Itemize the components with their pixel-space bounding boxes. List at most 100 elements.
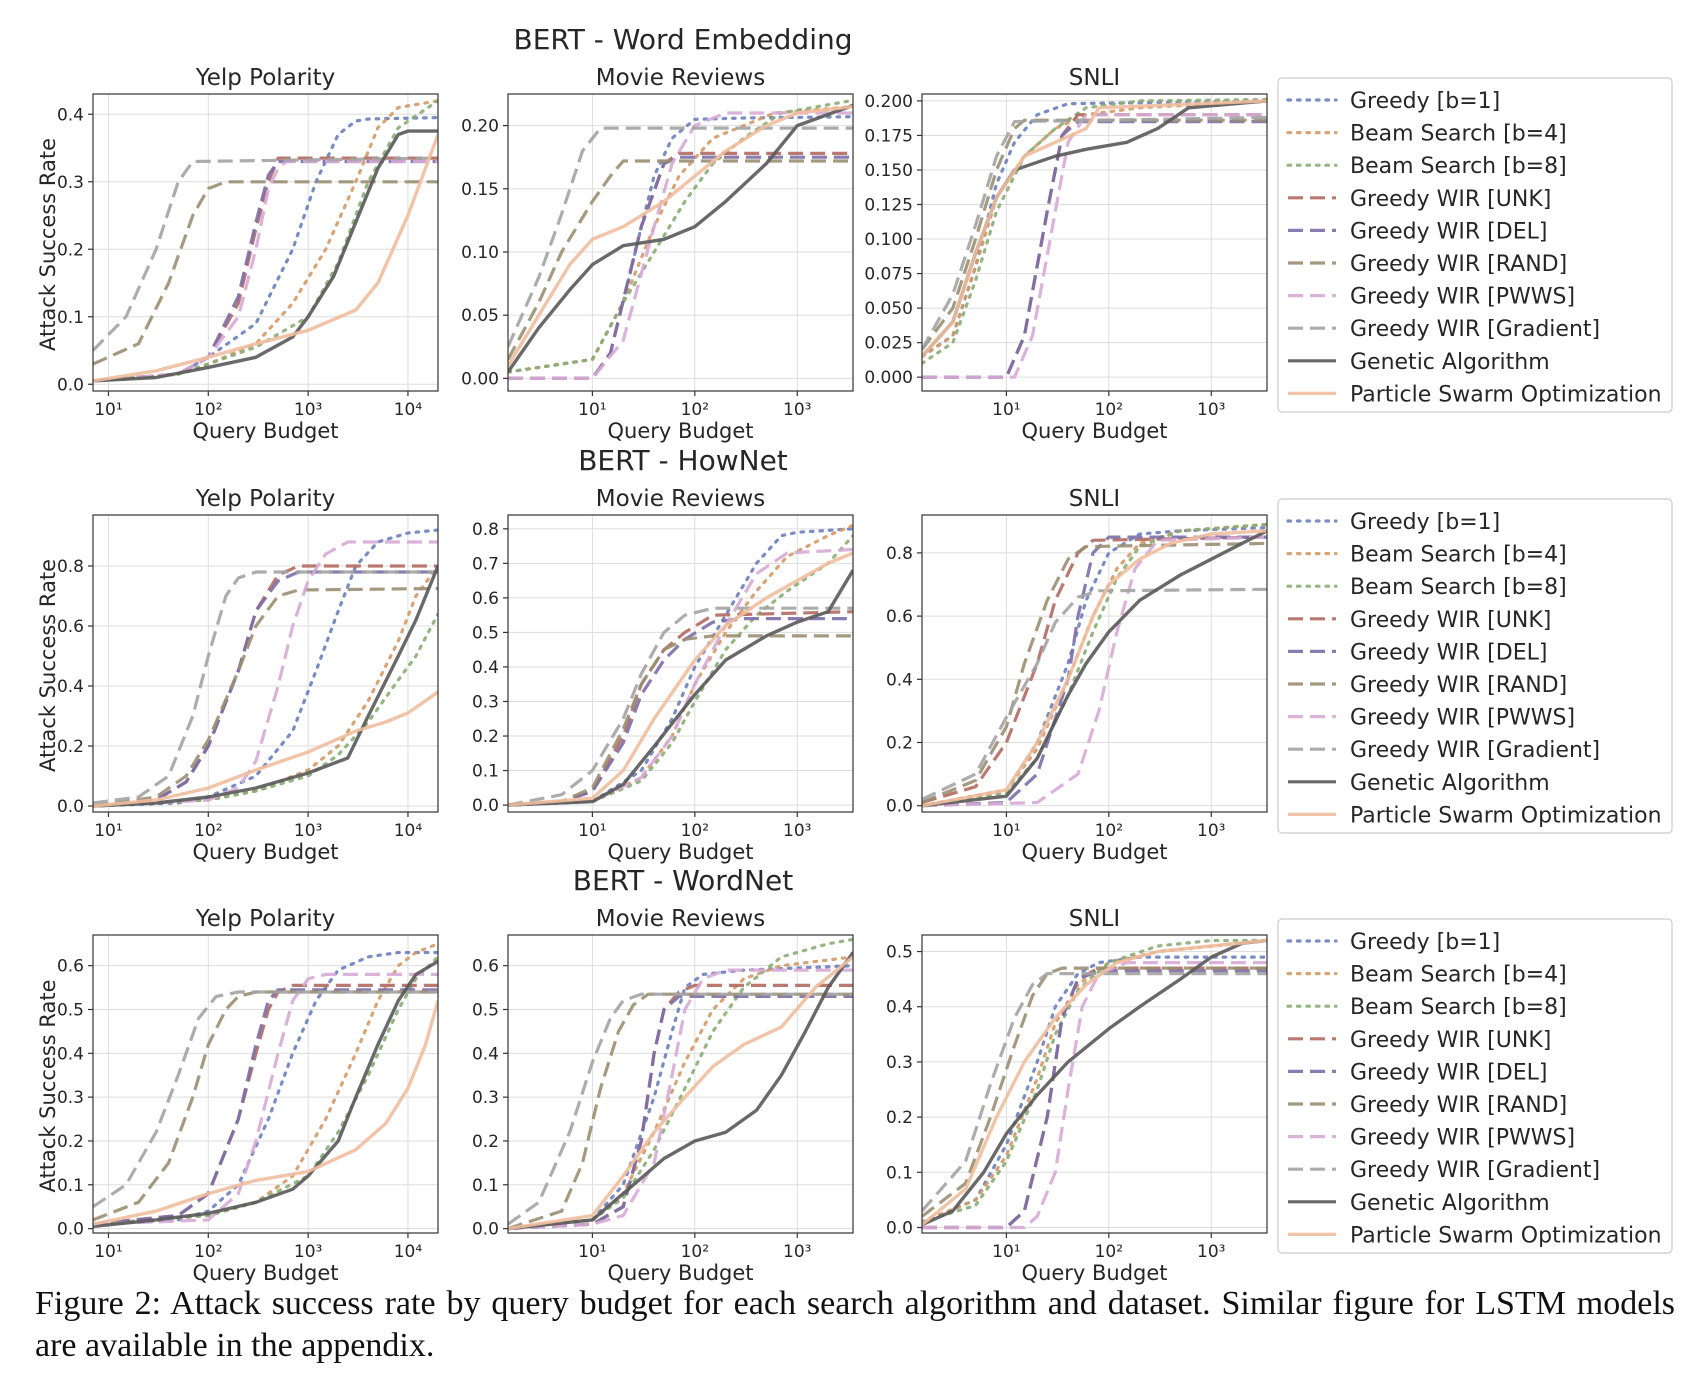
x-tick-label: 10¹ [992, 1242, 1020, 1262]
x-tick-label: 10³ [294, 1242, 322, 1262]
x-tick-label: 10³ [294, 821, 322, 841]
series-line-particle-swarm-optimization [93, 690, 438, 808]
series-group [93, 942, 438, 1229]
subplot-title: Yelp Polarity [195, 486, 336, 512]
series-line-greedy-wir-del [508, 155, 853, 380]
legend-box [1277, 918, 1673, 1254]
legend-entry-label: Greedy WIR [PWWS] [1350, 1126, 1575, 1151]
x-tick-label: 10¹ [578, 1242, 606, 1262]
legend-box [1277, 498, 1673, 834]
y-tick-label: 0.3 [472, 1088, 499, 1108]
y-tick-label: 0.0 [57, 1220, 84, 1240]
y-tick-label: 0.6 [472, 589, 499, 609]
series-line-greedy-wir-rand [93, 586, 438, 808]
x-axis-label: Query Budget [1021, 419, 1167, 443]
legend-entry-label: Genetic Algorithm [1350, 350, 1550, 375]
legend-entry-label: Greedy WIR [DEL] [1350, 640, 1547, 665]
x-tick-label: 10³ [783, 400, 811, 420]
series-line-greedy-wir-gradient [93, 570, 438, 805]
series-line-genetic-algorithm [508, 951, 853, 1231]
series-line-particle-swarm-optimization [508, 104, 853, 367]
series-line-beam-search-b-8 [93, 612, 438, 808]
y-tick-label: 0.150 [864, 161, 913, 181]
series-line-greedy-wir-gradient [922, 115, 1267, 351]
y-tick-label: 0.5 [472, 1001, 499, 1021]
legend-row-1: Greedy [b=1] Beam Search [b=4] Beam Search… [1277, 498, 1673, 834]
x-tick-label: 10¹ [992, 400, 1020, 420]
axes-frame [921, 514, 1268, 813]
y-tick-label: 0.1 [886, 1163, 913, 1183]
plot-area [508, 515, 853, 812]
y-axis-label: Attack Success Rate [36, 559, 60, 772]
x-axis-label: Query Budget [607, 840, 753, 864]
y-tick-label: 0.6 [472, 957, 499, 977]
legend-entry-label: Greedy WIR [PWWS] [1350, 706, 1575, 731]
y-tick-label: 0.20 [461, 117, 499, 137]
legend-entry-label: Greedy WIR [UNK] [1350, 608, 1551, 633]
series-line-particle-swarm-optimization [508, 551, 853, 807]
x-tick-label: 10³ [1197, 821, 1225, 841]
y-tick-label: 0.000 [864, 368, 913, 388]
series-line-greedy-wir-rand [508, 159, 853, 361]
x-axis-label: Query Budget [1021, 1261, 1167, 1285]
series-line-greedy-wir-pwws [93, 159, 438, 383]
subplot-title: SNLI [1069, 486, 1120, 512]
series-line-greedy-wir-del [93, 570, 438, 808]
subplot-title: SNLI [1069, 906, 1120, 932]
subplot-6: BERT - WordNet Yelp Polarity 0.0 0.1 0.2 0.3 0… [36, 864, 793, 1285]
series-line-greedy-wir-rand [922, 966, 1267, 1218]
series-line-greedy-wir-gradient [508, 606, 853, 807]
series-line-greedy-wir-pwws [922, 113, 1267, 379]
subplot-3: BERT - HowNet Yelp Polarity 0.0 0.2 0.4 0.6 0.… [36, 444, 788, 864]
series-group [508, 523, 853, 807]
series-line-genetic-algorithm [508, 569, 853, 807]
y-axis-label: Attack Success Rate [36, 138, 60, 351]
x-axis-label: Query Budget [192, 419, 338, 443]
y-tick-label: 0.5 [57, 1001, 84, 1021]
x-tick-label: 10² [194, 1242, 222, 1262]
series-line-greedy-wir-gradient [922, 587, 1267, 801]
y-tick-label: 0.6 [57, 957, 84, 977]
y-tick-label: 0.2 [886, 733, 913, 753]
subplot-7: Movie Reviews 0.0 0.1 0.2 0.3 0.4 0.5 0.6 10¹ 10²… [472, 906, 854, 1285]
subplot-title: Yelp Polarity [195, 65, 336, 91]
legend-entry-label: Greedy WIR [RAND] [1350, 252, 1567, 277]
series-group [93, 528, 438, 808]
figure-caption: Figure 2: Attack success rate by query b… [35, 1285, 1675, 1364]
y-tick-label: 0.175 [864, 126, 913, 146]
x-axis-label: Query Budget [1021, 840, 1167, 864]
y-tick-label: 0.125 [864, 196, 913, 216]
series-line-particle-swarm-optimization [93, 133, 438, 383]
x-tick-label: 10¹ [992, 821, 1020, 841]
x-tick-label: 10² [194, 400, 222, 420]
legend-row-0: Greedy [b=1] Beam Search [b=4] Beam Search… [1277, 77, 1673, 413]
plot-area [93, 94, 438, 391]
series-line-beam-search-b-8 [922, 522, 1267, 808]
legend-entry-label: Beam Search [b=8] [1350, 575, 1567, 600]
y-tick-label: 0.4 [472, 1044, 499, 1064]
x-tick-label: 10⁴ [394, 400, 423, 420]
series-line-greedy-wir-gradient [93, 990, 438, 1209]
y-tick-label: 0.15 [461, 180, 499, 200]
y-tick-label: 0.3 [886, 1053, 913, 1073]
x-tick-label: 10¹ [94, 1242, 122, 1262]
axes-frame [921, 934, 1268, 1234]
legend-entry-label: Greedy WIR [DEL] [1350, 1060, 1547, 1085]
series-line-particle-swarm-optimization [508, 955, 853, 1231]
x-axis-label: Query Budget [607, 1261, 753, 1285]
series-line-genetic-algorithm [93, 565, 438, 808]
legend-entry-label: Beam Search [b=4] [1350, 963, 1567, 988]
series-line-greedy-wir-rand [93, 990, 438, 1222]
legend-row-2: Greedy [b=1] Beam Search [b=4] Beam Search… [1277, 918, 1673, 1254]
legend-entry-label: Greedy WIR [PWWS] [1350, 285, 1575, 310]
legend-entry-label: Greedy WIR [UNK] [1350, 187, 1551, 212]
series-line-greedy-wir-pwws [508, 968, 853, 1231]
y-tick-label: 0.05 [461, 306, 499, 326]
legend-entry-label: Greedy WIR [Gradient] [1350, 738, 1600, 763]
series-line-genetic-algorithm [93, 959, 438, 1229]
legend-entry-label: Particle Swarm Optimization [1350, 382, 1662, 407]
y-tick-label: 0.6 [886, 607, 913, 627]
y-axis-label: Attack Success Rate [36, 979, 60, 1192]
subplot-title: SNLI [1069, 65, 1120, 91]
series-line-greedy-wir-gradient [93, 156, 438, 352]
